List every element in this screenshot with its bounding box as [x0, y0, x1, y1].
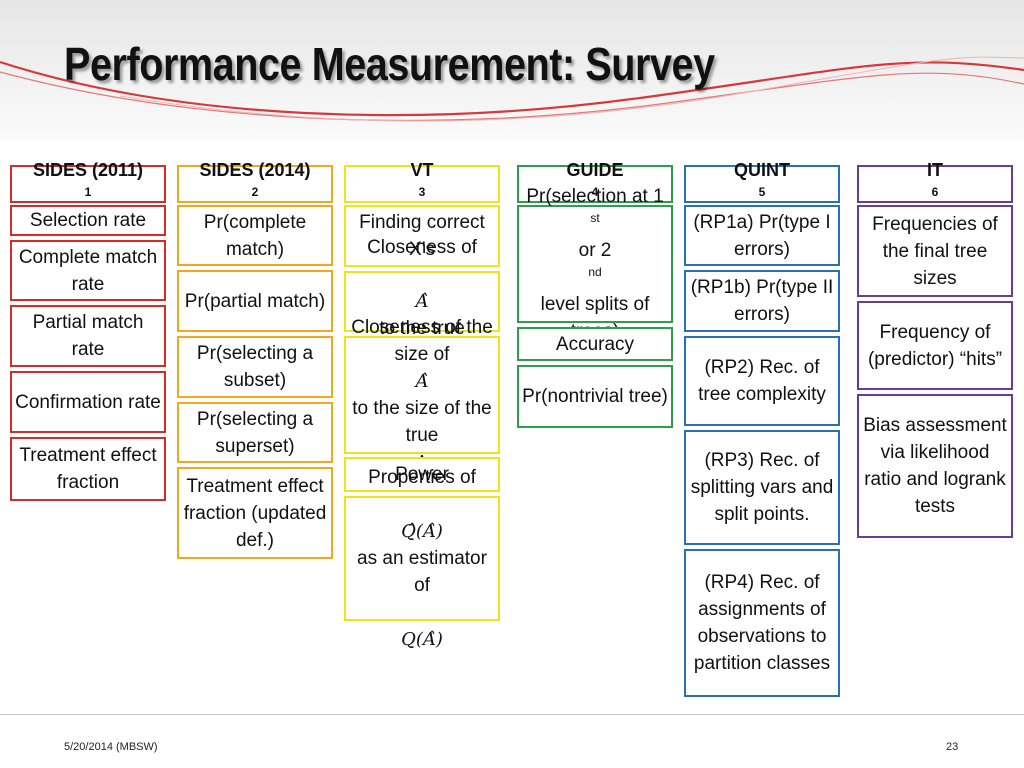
measure-cell: Finding correct X’s — [344, 205, 500, 267]
measure-cell: Closeness of the size of 𝐴̂ to the size … — [344, 317, 500, 473]
measure-cell: (RP4) Rec. of assignments of observation… — [684, 549, 840, 697]
a-hat-symbol: 𝐴̂ — [415, 291, 429, 312]
measure-cell: Complete match rate — [10, 240, 166, 301]
measure-cell: Accuracy — [517, 327, 673, 361]
measure-cell: Treatment effect fraction (updated def.) — [177, 467, 333, 559]
header-band — [0, 0, 1024, 140]
measure-cell: Closeness of𝐴̂ to the true A — [344, 237, 500, 366]
measure-cell: Confirmation rate — [10, 371, 166, 433]
footer-date: 5/20/2014 (MBSW) — [64, 741, 158, 753]
measure-cell: (RP1a) Pr(type I errors) — [684, 205, 840, 266]
measure-cell: Pr(partial match) — [177, 270, 333, 332]
column-header: QUINT 5 — [684, 160, 840, 203]
measure-cell: Selection rate — [10, 205, 166, 236]
measure-cell: (RP1b) Pr(type II errors) — [684, 270, 840, 332]
measure-cell: Pr(complete match) — [177, 205, 333, 266]
measure-cell: Treatment effect fraction — [10, 437, 166, 501]
measure-cell: Bias assessment via likelihood ratio and… — [857, 394, 1013, 538]
measure-cell: (RP2) Rec. of tree complexity — [684, 336, 840, 426]
q-hat-of-a-hat-symbol: 𝑄̂(𝐴̂) — [401, 521, 443, 542]
measure-cell: Partial match rate — [10, 305, 166, 367]
column-header: VT 3 — [344, 160, 500, 203]
slide-title: Performance Measurement: Survey — [64, 38, 715, 90]
column-header: SIDES (2011) 1 — [10, 160, 166, 203]
q-of-a-hat-symbol: 𝑄(𝐴̂) — [401, 629, 443, 650]
measure-cell: Pr(nontrivial tree) — [517, 365, 673, 428]
measure-cell: Pr(selecting a superset) — [177, 402, 333, 463]
column-header: IT 6 — [857, 160, 1013, 203]
footer-divider — [0, 714, 1024, 715]
measure-cell: Frequency of (predictor) “hits” — [857, 301, 1013, 390]
measure-cell: (RP3) Rec. of splitting vars and split p… — [684, 430, 840, 545]
red-swoosh-decoration — [0, 56, 1024, 122]
measure-cell: Power — [344, 457, 500, 492]
page-number: 23 — [946, 741, 959, 753]
measure-cell: Properties of 𝑄̂(𝐴̂) as an estimator of 𝑄(… — [344, 467, 500, 650]
column-header: GUIDE 4 — [517, 160, 673, 203]
measure-cell: Pr(selecting a subset) — [177, 336, 333, 398]
a-hat-symbol: 𝐴̂ — [415, 371, 429, 392]
measure-cell: Frequencies of the final tree sizes — [857, 205, 1013, 297]
column-header: SIDES (2014) 2 — [177, 160, 333, 203]
